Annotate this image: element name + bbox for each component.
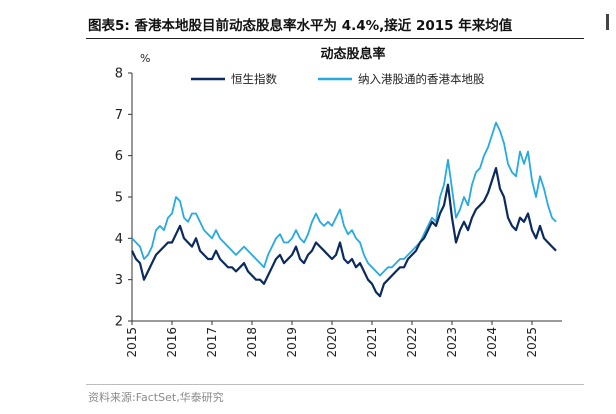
adjacent-column-edge <box>606 14 609 30</box>
x-tick-label: 2022 <box>405 327 419 358</box>
legend: 恒生指数 纳入港股通的香港本地股 <box>191 72 485 86</box>
y-tick-label: 6 <box>115 149 123 164</box>
x-tick-label: 2023 <box>445 327 459 358</box>
figure-title: 图表5: 香港本地股目前动态股息率水平为 4.4%,接近 2015 年来均值 <box>88 18 513 34</box>
x-tick-label: 2024 <box>485 327 499 358</box>
x-tick-label: 2019 <box>285 327 299 358</box>
x-tick-label: 2016 <box>165 327 179 358</box>
x-tick-label: 2015 <box>125 327 139 358</box>
source-note: 资料来源:FactSet,华泰研究 <box>88 391 224 404</box>
y-tick-label: 7 <box>115 108 123 123</box>
series-line-2 <box>131 121 557 277</box>
x-tick-label: 2017 <box>205 327 219 358</box>
y-tick-label: 8 <box>115 67 123 82</box>
y-tick-label: 2 <box>115 315 123 330</box>
legend-label-1: 恒生指数 <box>231 72 277 86</box>
y-tick-label: 3 <box>115 273 123 288</box>
chart-title: 动态股息率 <box>320 46 385 62</box>
y-tick-label: 4 <box>115 232 123 247</box>
series-line-1 <box>131 167 557 298</box>
plot-area <box>131 121 557 298</box>
y-axis-unit-label: % <box>140 52 150 65</box>
legend-label-2: 纳入港股通的香港本地股 <box>358 72 485 86</box>
axes: 2 3 4 5 6 7 8 2015 2016 2017 2018 2019 2020 2021 2022 2… <box>115 67 562 358</box>
x-tick-label: 2020 <box>325 327 339 358</box>
x-tick-label: 2018 <box>245 327 259 358</box>
x-tick-label: 2025 <box>525 327 539 358</box>
y-tick-label: 5 <box>115 191 123 206</box>
x-tick-label: 2021 <box>365 327 379 358</box>
title-divider <box>86 38 584 39</box>
source-divider <box>86 384 584 385</box>
